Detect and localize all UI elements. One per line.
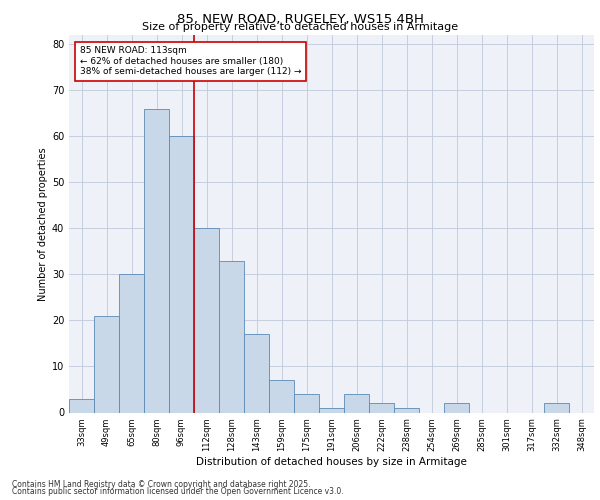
Y-axis label: Number of detached properties: Number of detached properties — [38, 147, 47, 300]
Bar — [169, 136, 194, 412]
Bar — [194, 228, 219, 412]
Bar — [244, 334, 269, 412]
Text: Contains public sector information licensed under the Open Government Licence v3: Contains public sector information licen… — [12, 488, 344, 496]
Bar — [269, 380, 294, 412]
Text: Size of property relative to detached houses in Armitage: Size of property relative to detached ho… — [142, 22, 458, 32]
Bar — [94, 316, 119, 412]
Bar — [544, 404, 569, 412]
Bar — [219, 260, 244, 412]
Text: 85, NEW ROAD, RUGELEY, WS15 4BH: 85, NEW ROAD, RUGELEY, WS15 4BH — [176, 12, 424, 26]
Bar — [394, 408, 419, 412]
Text: Contains HM Land Registry data © Crown copyright and database right 2025.: Contains HM Land Registry data © Crown c… — [12, 480, 311, 489]
Bar — [369, 404, 394, 412]
Bar — [69, 398, 94, 412]
Bar — [444, 404, 469, 412]
Bar — [119, 274, 144, 412]
Bar — [344, 394, 369, 412]
Text: 85 NEW ROAD: 113sqm
← 62% of detached houses are smaller (180)
38% of semi-detac: 85 NEW ROAD: 113sqm ← 62% of detached ho… — [79, 46, 301, 76]
Bar — [144, 108, 169, 412]
X-axis label: Distribution of detached houses by size in Armitage: Distribution of detached houses by size … — [196, 457, 467, 467]
Bar — [319, 408, 344, 412]
Bar — [294, 394, 319, 412]
